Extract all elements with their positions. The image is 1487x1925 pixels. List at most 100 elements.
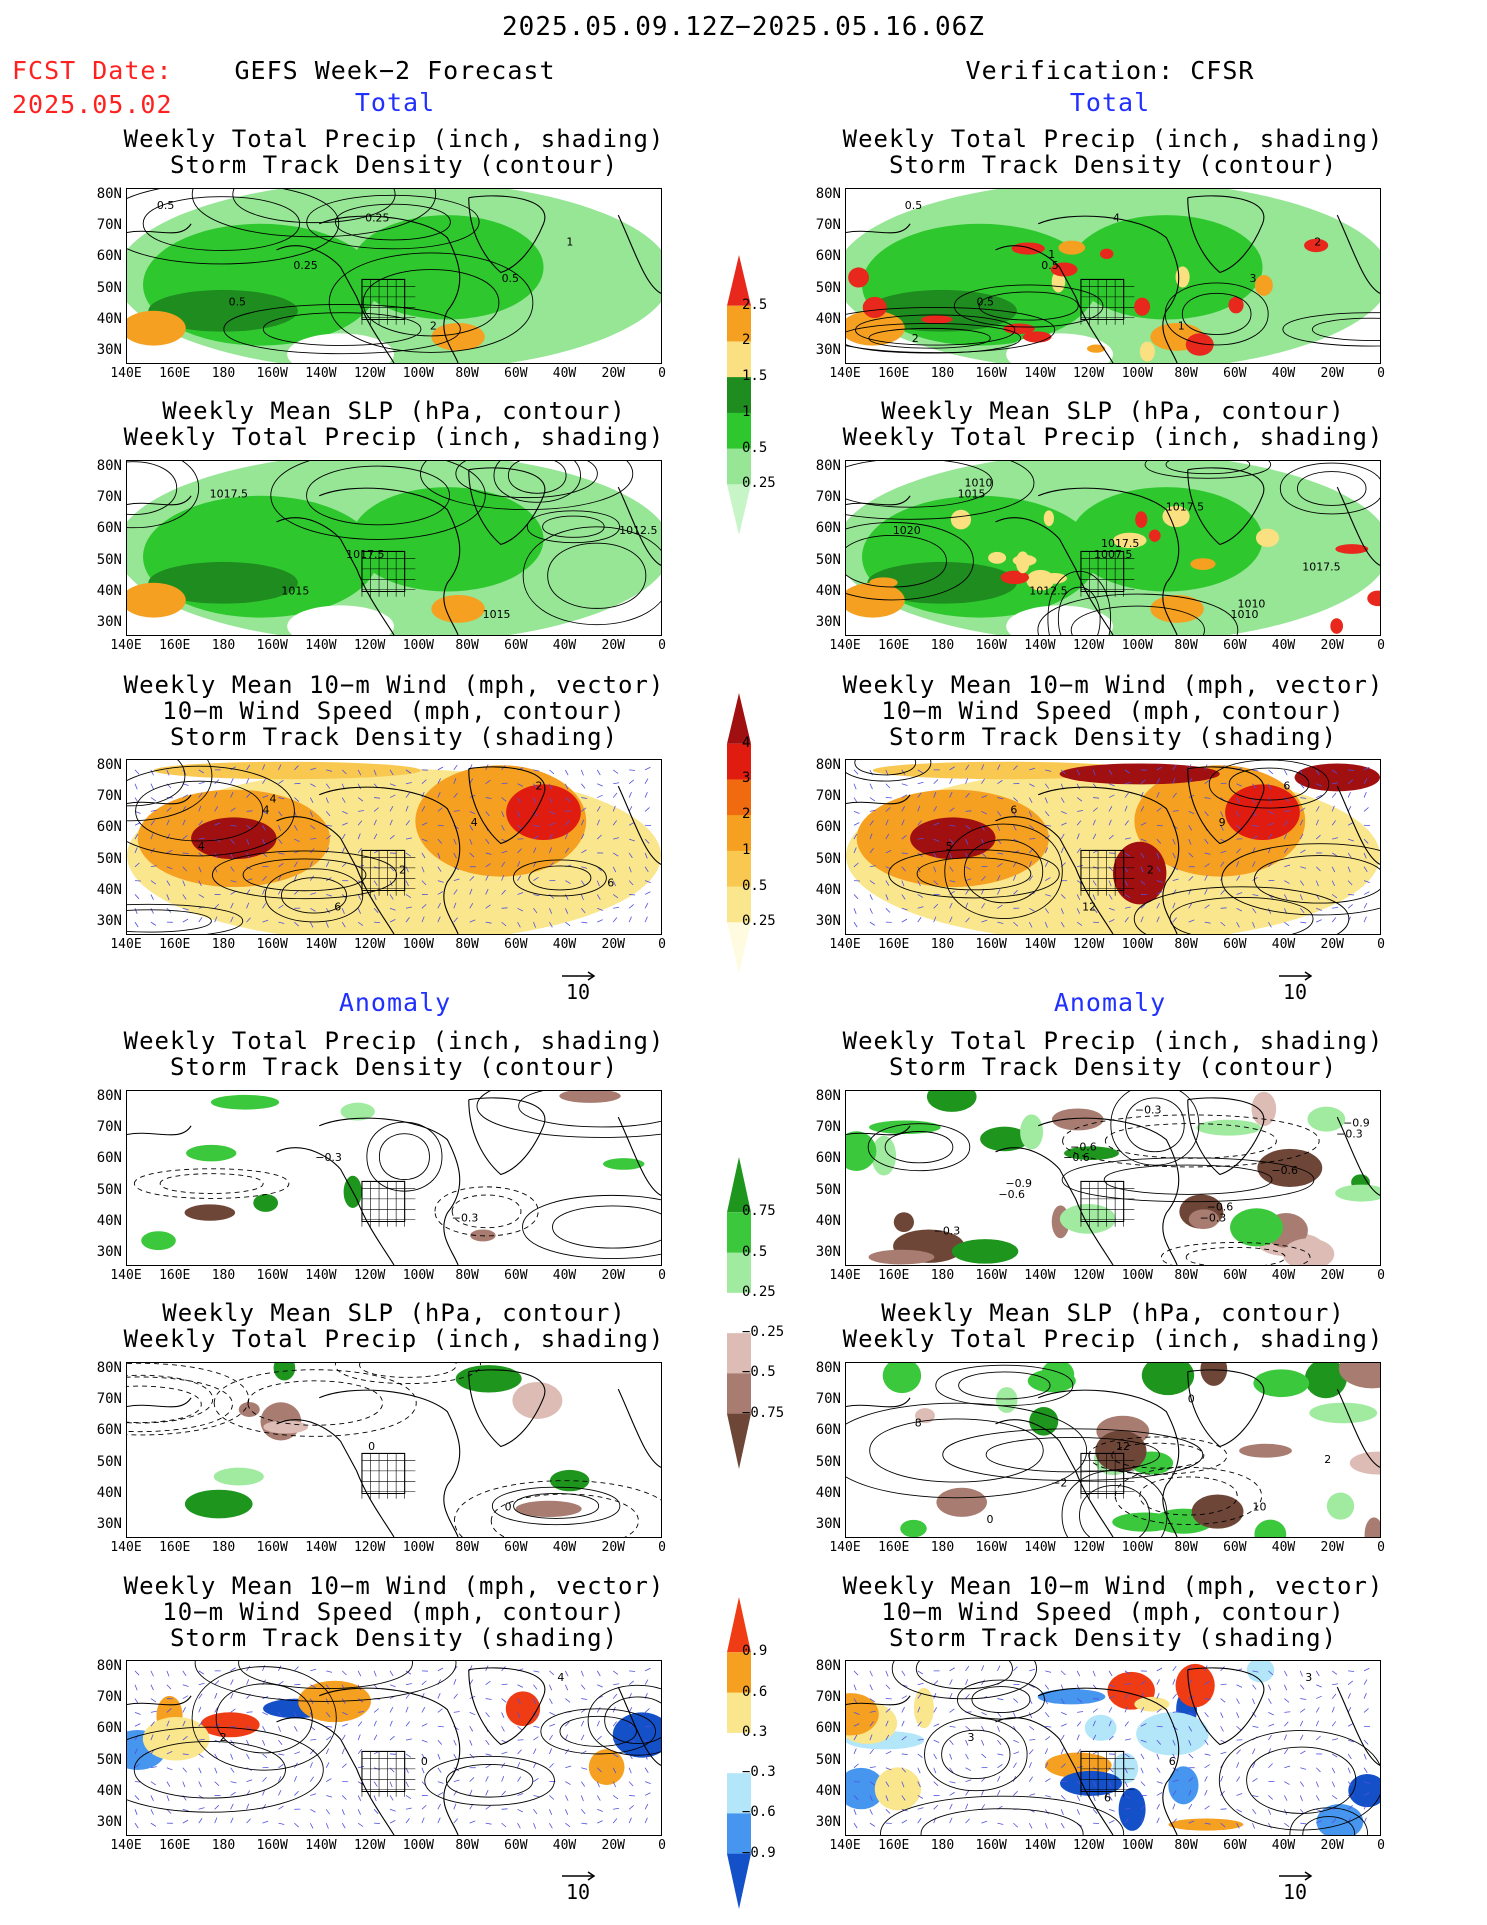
wind-vector xyxy=(596,880,600,887)
wind-vector xyxy=(1188,1726,1193,1732)
wind-vector xyxy=(997,863,1003,868)
contour-line xyxy=(846,323,1022,354)
wind-vector xyxy=(1347,1781,1353,1787)
wind-vector xyxy=(357,1809,362,1815)
contour-value-label: 0 xyxy=(505,1500,512,1513)
vector-ref-label: 10 xyxy=(1282,980,1308,1004)
lon-tick-label: 100W xyxy=(402,1268,435,1283)
wind-vector xyxy=(405,852,412,857)
wind-vector xyxy=(1236,1822,1240,1829)
wind-vector xyxy=(1172,1665,1177,1672)
wind-vector xyxy=(437,1725,444,1728)
wind-vector xyxy=(997,1764,1003,1769)
shading-region xyxy=(926,1091,977,1112)
wind-vector xyxy=(1172,778,1176,784)
coastline xyxy=(995,245,1114,363)
lat-tick-label: 50N xyxy=(96,1751,122,1768)
contour-line xyxy=(942,1428,1204,1481)
shading-region xyxy=(1134,1696,1170,1712)
wind-vector xyxy=(612,769,619,774)
wind-vector xyxy=(437,1817,441,1824)
wind-vector xyxy=(150,865,157,868)
wind-vector xyxy=(1236,1762,1240,1768)
wind-vector xyxy=(182,1684,189,1687)
wind-vector xyxy=(278,764,282,771)
wind-vector xyxy=(917,894,924,898)
shading-region xyxy=(846,1131,877,1171)
wind-vector xyxy=(565,847,570,854)
wind-vector xyxy=(533,877,539,881)
panel-title-line: Weekly Mean 10−m Wind (mph, vector) xyxy=(842,1572,1384,1600)
lon-tick-label: 0 xyxy=(658,366,666,381)
wind-vector xyxy=(1284,1711,1291,1713)
lat-tick-label: 30N xyxy=(96,1244,122,1260)
wind-vector xyxy=(965,1767,972,1771)
wind-vector xyxy=(949,766,955,771)
lon-tick-label: 20W xyxy=(601,937,625,952)
wind-vector xyxy=(533,1809,538,1815)
wind-vector xyxy=(1124,1795,1131,1800)
wind-vector xyxy=(628,1805,634,1810)
wind-vector xyxy=(853,1698,858,1704)
colorbar-swatch xyxy=(727,255,751,306)
wind-vector xyxy=(262,811,269,815)
wind-vector xyxy=(1236,1808,1243,1813)
wind-vector xyxy=(949,1753,953,1760)
wind-vector xyxy=(501,921,507,927)
wind-vector xyxy=(1331,1781,1336,1788)
coastline xyxy=(1336,1388,1380,1468)
wind-vector xyxy=(325,1712,331,1718)
wind-vector xyxy=(310,838,317,840)
wind-vector xyxy=(437,1803,441,1810)
shading-region xyxy=(1012,554,1037,567)
wind-vector xyxy=(1284,864,1291,868)
wind-vector xyxy=(1172,902,1176,909)
wind-vector xyxy=(1044,847,1049,854)
shading-region xyxy=(1135,511,1148,528)
wind-vector xyxy=(1140,903,1146,909)
colorbar-swatch xyxy=(727,305,751,342)
wind-vector xyxy=(549,1822,553,1829)
contour-line xyxy=(264,868,364,923)
wind-vector xyxy=(917,880,921,887)
wind-vector xyxy=(885,1795,889,1802)
wind-vector xyxy=(1045,877,1051,881)
wind-vector xyxy=(150,1781,157,1786)
wind-vector xyxy=(1076,908,1081,914)
wind-vector xyxy=(501,850,508,854)
wind-vector xyxy=(1204,1698,1211,1700)
wind-vector xyxy=(405,906,412,909)
coastline xyxy=(617,785,661,865)
contour-line xyxy=(971,1686,1031,1714)
wind-vector xyxy=(1044,1822,1048,1829)
wind-vector xyxy=(1252,1822,1256,1829)
wind-vector xyxy=(644,778,649,784)
lon-tick-label: 120W xyxy=(353,1268,386,1283)
wind-vector xyxy=(294,1712,298,1719)
wind-vector xyxy=(1156,838,1162,844)
wind-vector xyxy=(485,797,492,799)
wind-vector xyxy=(869,921,876,926)
contour-line xyxy=(846,1402,1088,1499)
lon-tick-label: 140E xyxy=(110,366,142,381)
wind-vector xyxy=(933,1804,939,1810)
wind-vector xyxy=(341,1670,347,1676)
coastline xyxy=(846,1125,911,1136)
lat-tick-label: 40N xyxy=(815,881,841,898)
wind-vector xyxy=(357,1822,364,1827)
shading-region xyxy=(1134,297,1151,316)
wind-vector xyxy=(613,837,620,840)
wind-vector xyxy=(597,794,603,798)
wind-vector xyxy=(1076,769,1081,776)
coastline xyxy=(1038,1389,1180,1537)
lon-tick-label: 120W xyxy=(353,1838,386,1853)
wind-vector xyxy=(230,1667,236,1672)
wind-vector xyxy=(1236,1712,1240,1719)
wind-vector xyxy=(549,1712,555,1716)
wind-vector xyxy=(949,852,953,859)
shading-region xyxy=(127,582,186,618)
wind-vector xyxy=(1108,806,1113,812)
wind-vector xyxy=(1316,1684,1322,1688)
wind-vector xyxy=(853,1712,860,1715)
wind-vector xyxy=(294,1666,299,1672)
